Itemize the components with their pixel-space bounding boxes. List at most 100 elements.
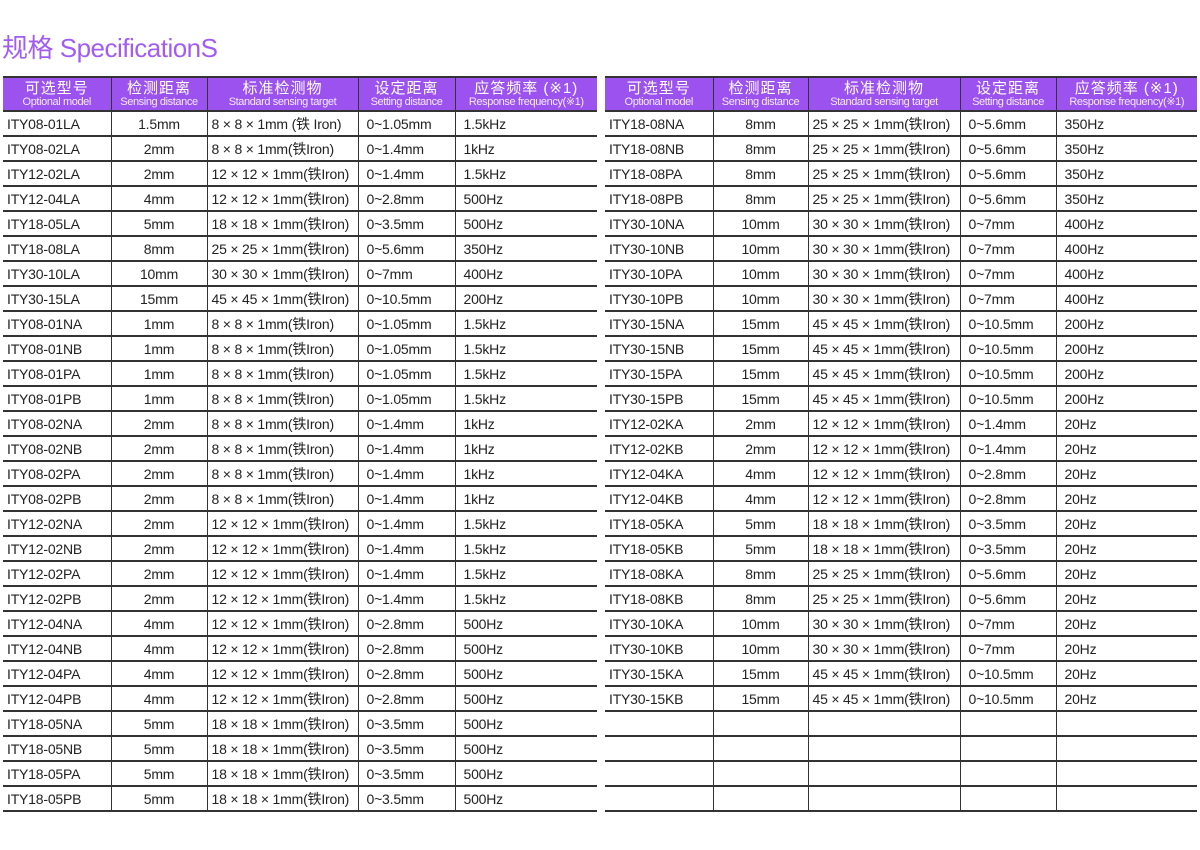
cell-sensing-distance: 8mm: [110, 235, 208, 262]
cell-sensing-target: 30 × 30 × 1mm(铁Iron): [807, 260, 961, 287]
cell-response-frequency: 350Hz: [1055, 160, 1197, 187]
cell-setting-distance: 0~7mm: [959, 285, 1057, 312]
table-row: ITY18-08PB 8mm 25 × 25 × 1mm(铁Iron) 0~5.6mm…: [605, 185, 1197, 212]
cell-setting-distance: [959, 760, 1057, 787]
column-header-sensing-distance: 检测距离 Sensing distance: [110, 77, 208, 111]
cell-response-frequency: 1kHz: [454, 460, 597, 487]
cell-sensing-distance: 10mm: [712, 635, 809, 662]
table-row: ITY08-01LA 1.5mm 8 × 8 × 1mm (铁 Iron) 0~1.0…: [3, 110, 597, 137]
cell-sensing-target: 8 × 8 × 1mm(铁Iron): [206, 485, 359, 512]
cell-sensing-distance: 15mm: [712, 360, 809, 387]
cell-sensing-target: 8 × 8 × 1mm(铁Iron): [206, 135, 359, 162]
table-row: [605, 735, 1197, 762]
cell-model: ITY12-02NB: [3, 535, 112, 562]
column-header-response-frequency: 应答频率 (※1) Response frequency(※1): [454, 77, 597, 111]
cell-response-frequency: 20Hz: [1055, 635, 1197, 662]
table-row: ITY30-10KB 10mm 30 × 30 × 1mm(铁Iron) 0~7mm 2…: [605, 635, 1197, 662]
cell-setting-distance: 0~3.5mm: [357, 785, 456, 812]
cell-model: ITY30-15KA: [605, 660, 714, 687]
cell-model: ITY12-02KB: [605, 435, 714, 462]
cell-model: ITY12-04KA: [605, 460, 714, 487]
cell-setting-distance: 0~5.6mm: [959, 560, 1057, 587]
cell-model: ITY08-02LA: [3, 135, 112, 162]
cell-setting-distance: 0~1.4mm: [959, 435, 1057, 462]
column-header-zh: 设定距离: [975, 79, 1040, 97]
cell-setting-distance: 0~1.4mm: [357, 510, 456, 537]
cell-setting-distance: 0~3.5mm: [959, 510, 1057, 537]
cell-response-frequency: 1.5kHz: [454, 560, 597, 587]
cell-sensing-target: 18 × 18 × 1mm(铁Iron): [206, 735, 359, 762]
cell-sensing-target: 12 × 12 × 1mm(铁Iron): [206, 560, 359, 587]
cell-sensing-distance: 10mm: [712, 610, 809, 637]
cell-sensing-distance: 10mm: [712, 285, 809, 312]
column-header-sensing-distance: 检测距离 Sensing distance: [712, 77, 809, 111]
cell-response-frequency: [1055, 760, 1197, 787]
table-row: [605, 760, 1197, 787]
cell-model: ITY12-04NA: [3, 610, 112, 637]
cell-sensing-distance: 2mm: [712, 435, 809, 462]
cell-sensing-distance: 5mm: [110, 710, 208, 737]
cell-model: ITY08-02NB: [3, 435, 112, 462]
cell-response-frequency: 500Hz: [454, 660, 597, 687]
table-row: ITY18-05PB 5mm 18 × 18 × 1mm(铁Iron) 0~3.5mm…: [3, 785, 597, 812]
cell-sensing-distance: 5mm: [110, 785, 208, 812]
column-header-zh: 应答频率 (※1): [474, 79, 579, 97]
column-header-zh: 可选型号: [626, 79, 691, 97]
cell-sensing-distance: 5mm: [110, 210, 208, 237]
cell-setting-distance: 0~10.5mm: [357, 285, 456, 312]
cell-sensing-distance: 5mm: [110, 760, 208, 787]
table-row: ITY12-02PA 2mm 12 × 12 × 1mm(铁Iron) 0~1.4mm…: [3, 560, 597, 587]
cell-sensing-distance: 10mm: [712, 235, 809, 262]
cell-sensing-target: 30 × 30 × 1mm(铁Iron): [206, 260, 359, 287]
cell-setting-distance: 0~2.8mm: [357, 685, 456, 712]
cell-sensing-distance: 8mm: [712, 585, 809, 612]
cell-sensing-distance: 2mm: [110, 510, 208, 537]
cell-sensing-target: 8 × 8 × 1mm(铁Iron): [206, 460, 359, 487]
cell-response-frequency: 20Hz: [1055, 510, 1197, 537]
cell-response-frequency: 1kHz: [454, 410, 597, 437]
cell-sensing-target: 30 × 30 × 1mm(铁Iron): [807, 635, 961, 662]
cell-response-frequency: [1055, 735, 1197, 762]
spec-table-right: 可选型号 Optional model 检测距离 Sensing distance 标准…: [605, 76, 1197, 812]
cell-sensing-target: 8 × 8 × 1mm(铁Iron): [206, 335, 359, 362]
cell-model: ITY08-01NB: [3, 335, 112, 362]
table-row: ITY08-02LA 2mm 8 × 8 × 1mm(铁Iron) 0~1.4mm 1k…: [3, 135, 597, 162]
cell-sensing-target: 18 × 18 × 1mm(铁Iron): [807, 510, 961, 537]
cell-response-frequency: 500Hz: [454, 735, 597, 762]
cell-sensing-distance: 4mm: [110, 685, 208, 712]
cell-response-frequency: 200Hz: [1055, 310, 1197, 337]
table-row: ITY30-10NA 10mm 30 × 30 × 1mm(铁Iron) 0~7mm 4…: [605, 210, 1197, 237]
cell-model: ITY12-04PA: [3, 660, 112, 687]
column-header-zh: 应答频率 (※1): [1074, 79, 1179, 97]
cell-setting-distance: 0~1.4mm: [357, 585, 456, 612]
column-header-setting-distance: 设定距离 Setting distance: [959, 77, 1057, 111]
table-row: ITY30-10LA 10mm 30 × 30 × 1mm(铁Iron) 0~7mm 4…: [3, 260, 597, 287]
cell-model: ITY30-15LA: [3, 285, 112, 312]
cell-sensing-target: 18 × 18 × 1mm(铁Iron): [206, 760, 359, 787]
cell-sensing-target: 8 × 8 × 1mm(铁Iron): [206, 410, 359, 437]
cell-setting-distance: 0~1.4mm: [357, 410, 456, 437]
cell-setting-distance: 0~7mm: [959, 635, 1057, 662]
cell-response-frequency: 1.5kHz: [454, 385, 597, 412]
cell-model: ITY18-08NA: [605, 110, 714, 137]
cell-model: ITY30-15PB: [605, 385, 714, 412]
cell-sensing-distance: 10mm: [712, 260, 809, 287]
cell-model: [605, 735, 714, 762]
column-header-model: 可选型号 Optional model: [3, 77, 112, 111]
cell-sensing-distance: 15mm: [110, 285, 208, 312]
cell-model: ITY12-02PB: [3, 585, 112, 612]
table-row: [605, 710, 1197, 737]
table-row: ITY08-02PB 2mm 8 × 8 × 1mm(铁Iron) 0~1.4mm 1k…: [3, 485, 597, 512]
cell-setting-distance: 0~1.4mm: [959, 410, 1057, 437]
column-header-sensing-target: 标准检测物 Standard sensing target: [206, 77, 359, 111]
cell-response-frequency: 20Hz: [1055, 460, 1197, 487]
cell-model: [605, 710, 714, 737]
cell-model: ITY08-02NA: [3, 410, 112, 437]
cell-setting-distance: 0~10.5mm: [959, 335, 1057, 362]
cell-sensing-target: 12 × 12 × 1mm(铁Iron): [206, 660, 359, 687]
cell-response-frequency: 400Hz: [1055, 235, 1197, 262]
cell-sensing-distance: 4mm: [110, 610, 208, 637]
column-header-setting-distance: 设定距离 Setting distance: [357, 77, 456, 111]
cell-response-frequency: 350Hz: [1055, 110, 1197, 137]
cell-model: ITY12-02NA: [3, 510, 112, 537]
